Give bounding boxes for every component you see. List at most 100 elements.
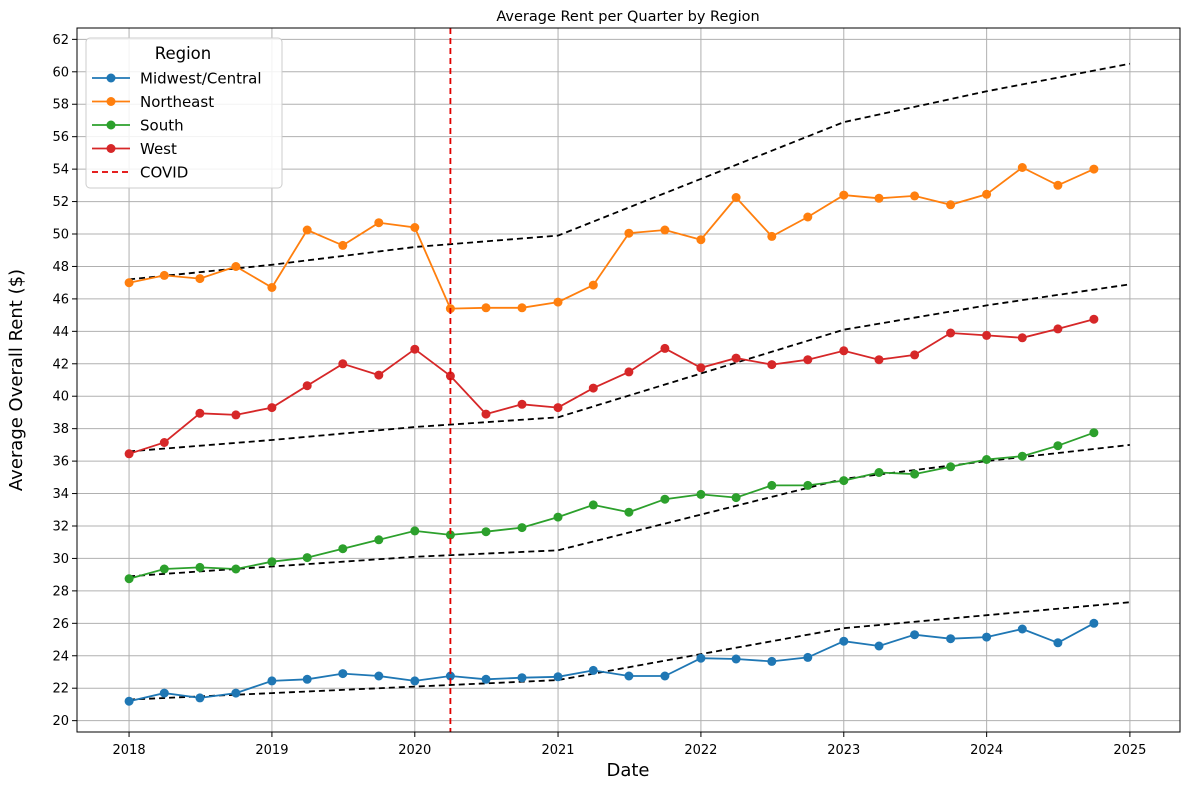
plot-frame bbox=[76, 27, 1181, 733]
legend: Region Midwest/Central Northeast South West… bbox=[85, 37, 283, 189]
data-point-west bbox=[946, 328, 956, 338]
data-point-west bbox=[302, 381, 312, 391]
data-point-south bbox=[767, 480, 777, 490]
data-point-northeast bbox=[1053, 180, 1063, 190]
legend-items: Midwest/Central Northeast South West COVID bbox=[92, 70, 262, 182]
x-tick-label: 2022 bbox=[684, 743, 717, 758]
data-point-northeast bbox=[910, 191, 920, 201]
y-tick-label: 20 bbox=[52, 714, 69, 729]
data-point-northeast bbox=[660, 225, 670, 235]
data-point-northeast bbox=[982, 189, 992, 199]
data-point-midwest-central bbox=[946, 634, 956, 644]
data-point-northeast bbox=[731, 193, 741, 202]
data-point-west bbox=[839, 346, 849, 356]
y-tick-label: 38 bbox=[52, 422, 69, 437]
data-point-west bbox=[624, 367, 634, 377]
data-point-west bbox=[195, 408, 205, 418]
data-point-south bbox=[445, 530, 455, 540]
data-point-northeast bbox=[517, 303, 527, 313]
data-point-northeast bbox=[874, 193, 884, 203]
data-point-midwest-central bbox=[696, 653, 706, 663]
data-point-west bbox=[553, 403, 563, 413]
data-point-west bbox=[874, 355, 884, 365]
y-ticks: 20 22 24 26 28 30 32 34 36 38 40 42 44 46 48 50 52 54 56 58… bbox=[52, 33, 77, 729]
y-tick-label: 42 bbox=[52, 357, 69, 372]
data-point-west bbox=[410, 344, 420, 354]
legend-title: Region bbox=[155, 44, 212, 63]
data-point-south bbox=[481, 527, 491, 537]
data-point-south bbox=[874, 468, 884, 477]
data-point-south bbox=[910, 469, 920, 479]
data-point-northeast bbox=[839, 190, 849, 200]
data-point-south bbox=[302, 553, 312, 563]
data-point-northeast bbox=[803, 212, 813, 222]
data-point-west bbox=[1017, 333, 1027, 343]
data-point-south bbox=[1017, 451, 1027, 461]
data-point-midwest-central bbox=[410, 676, 420, 686]
data-point-south bbox=[624, 507, 634, 517]
data-point-northeast bbox=[1017, 163, 1027, 172]
data-point-west bbox=[445, 371, 455, 381]
legend-box bbox=[85, 37, 283, 189]
data-point-south bbox=[374, 535, 384, 545]
data-point-northeast bbox=[124, 278, 134, 288]
chart-title: Average Rent per Quarter by Region bbox=[496, 9, 759, 25]
data-point-midwest-central bbox=[874, 641, 884, 651]
data-point-west bbox=[374, 370, 384, 380]
legend-marker bbox=[106, 73, 116, 83]
data-point-west bbox=[803, 355, 813, 365]
y-tick-label: 26 bbox=[52, 617, 69, 632]
data-point-midwest-central bbox=[1089, 618, 1099, 628]
data-point-northeast bbox=[624, 228, 634, 238]
series-midwest-central bbox=[124, 618, 1099, 706]
y-tick-label: 30 bbox=[52, 552, 69, 567]
data-point-south bbox=[517, 523, 527, 533]
data-point-midwest-central bbox=[660, 671, 670, 681]
data-point-west bbox=[159, 438, 169, 447]
series-south bbox=[124, 428, 1099, 584]
data-point-south bbox=[803, 480, 813, 490]
legend-marker bbox=[106, 97, 116, 106]
y-tick-label: 34 bbox=[52, 487, 69, 502]
data-point-northeast bbox=[696, 235, 706, 245]
data-point-northeast bbox=[553, 297, 563, 307]
y-tick-label: 60 bbox=[52, 65, 69, 80]
y-tick-label: 54 bbox=[52, 163, 69, 178]
data-point-northeast bbox=[588, 280, 598, 290]
data-point-west bbox=[1053, 324, 1063, 334]
y-tick-label: 44 bbox=[52, 325, 69, 340]
legend-label: West bbox=[140, 140, 177, 158]
trend-line bbox=[129, 283, 1131, 453]
data-point-midwest-central bbox=[302, 674, 312, 684]
y-tick-label: 22 bbox=[52, 682, 69, 697]
series-line-west bbox=[128, 318, 1095, 455]
data-point-midwest-central bbox=[731, 654, 741, 664]
data-point-northeast bbox=[338, 240, 348, 250]
data-point-south bbox=[982, 455, 992, 464]
data-point-midwest-central bbox=[195, 693, 205, 703]
data-point-midwest-central bbox=[1017, 624, 1027, 634]
data-point-south bbox=[839, 476, 849, 486]
data-point-midwest-central bbox=[767, 656, 777, 666]
data-point-west bbox=[267, 403, 277, 413]
y-tick-label: 40 bbox=[52, 390, 69, 405]
data-point-south bbox=[696, 489, 706, 499]
x-tick-label: 2019 bbox=[255, 743, 288, 758]
data-point-south bbox=[1053, 441, 1063, 451]
data-point-south bbox=[731, 493, 741, 503]
data-point-midwest-central bbox=[445, 671, 455, 681]
y-tick-label: 48 bbox=[52, 260, 69, 275]
x-tick-label: 2025 bbox=[1113, 743, 1146, 758]
data-point-midwest-central bbox=[481, 674, 491, 684]
data-point-west bbox=[124, 449, 134, 459]
data-point-south bbox=[660, 494, 670, 504]
series-line-northeast bbox=[128, 166, 1095, 310]
series-lines bbox=[124, 163, 1099, 706]
data-point-midwest-central bbox=[517, 673, 527, 683]
x-tick-label: 2018 bbox=[113, 743, 146, 758]
y-tick-label: 28 bbox=[52, 584, 69, 599]
data-point-south bbox=[231, 564, 241, 574]
data-point-northeast bbox=[231, 262, 241, 271]
data-point-northeast bbox=[410, 223, 420, 232]
